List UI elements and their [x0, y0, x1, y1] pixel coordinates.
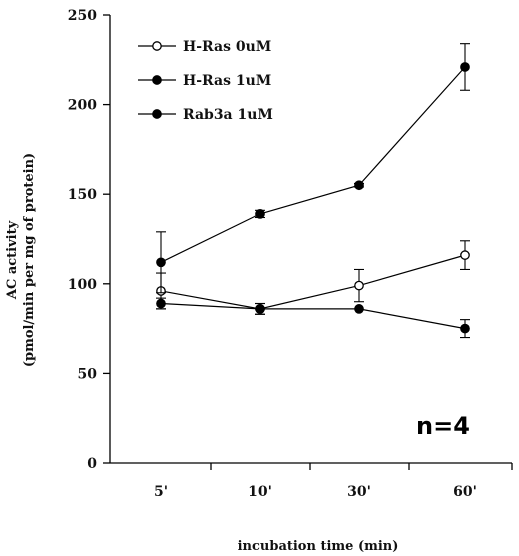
legend-label: Rab3a 1uM — [183, 107, 273, 123]
y-tick-label: 150 — [68, 187, 97, 203]
x-tick-label: 10' — [248, 484, 272, 500]
data-point — [354, 180, 364, 191]
y-axis-title-line1: AC activity — [5, 220, 20, 300]
y-axis-title-line2: (pmol/min per mg of protein) — [22, 153, 37, 367]
x-axis-title: incubation time (min) — [238, 539, 399, 554]
series-layer — [156, 43, 470, 339]
legend-marker — [152, 41, 162, 51]
x-tick-label: 30' — [347, 484, 371, 500]
y-tick-label: 200 — [68, 98, 97, 114]
data-point — [156, 257, 166, 268]
series-1 — [156, 43, 470, 294]
data-point — [255, 209, 265, 219]
series-line — [160, 254, 466, 310]
y-tick-label: 0 — [87, 456, 97, 472]
data-point — [460, 323, 470, 334]
legend-label: H-Ras 1uM — [183, 73, 271, 89]
legend-marker — [152, 75, 162, 85]
series-2 — [156, 297, 470, 339]
x-ticks: 5' 10' 30' 60' — [154, 463, 513, 500]
data-point — [354, 304, 364, 314]
data-point — [255, 304, 265, 314]
y-ticks: 0 50 100 150 200 250 — [68, 8, 110, 472]
series-line — [160, 302, 466, 330]
series-0 — [156, 240, 470, 315]
data-point — [354, 280, 364, 291]
data-point — [460, 62, 470, 72]
legend-item: H-Ras 0uM — [138, 39, 271, 55]
data-point — [460, 250, 470, 260]
legend: H-Ras 0uM H-Ras 1uM Rab3a 1uM — [138, 39, 273, 123]
legend-label: H-Ras 0uM — [183, 39, 271, 55]
data-point — [156, 298, 166, 309]
n-annotation: n=4 — [416, 412, 470, 440]
legend-marker — [152, 109, 162, 119]
y-tick-label: 100 — [68, 277, 97, 293]
axes — [109, 15, 512, 464]
legend-item: Rab3a 1uM — [138, 107, 273, 123]
x-tick-label: 60' — [453, 484, 477, 500]
y-tick-label: 50 — [78, 366, 98, 382]
y-tick-label: 250 — [68, 8, 97, 24]
x-tick-label: 5' — [154, 484, 168, 500]
series-line — [160, 66, 466, 263]
legend-item: H-Ras 1uM — [138, 73, 271, 89]
